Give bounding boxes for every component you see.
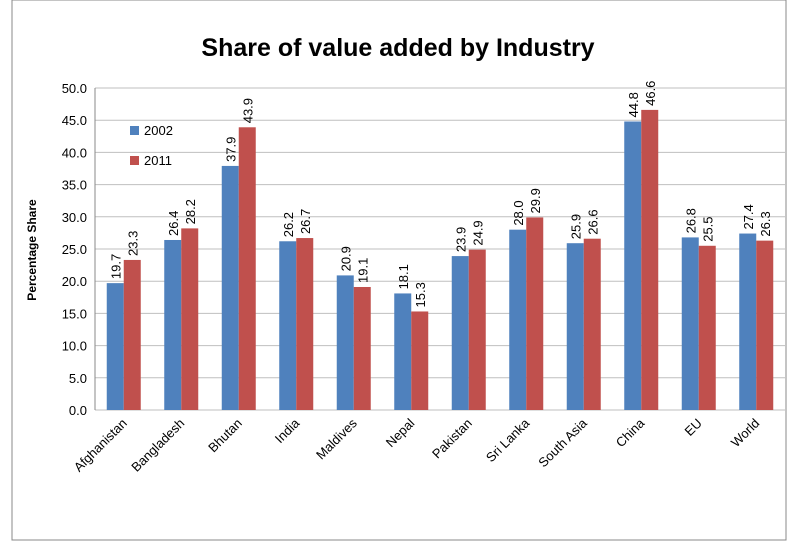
value-label: 25.9 (568, 214, 583, 239)
value-label: 37.9 (223, 137, 238, 162)
y-tick-label: 10.0 (62, 339, 87, 354)
value-label: 23.9 (453, 227, 468, 252)
bar (739, 233, 757, 410)
bar (221, 165, 239, 410)
value-label: 23.3 (125, 231, 140, 256)
bar (566, 243, 584, 410)
value-label: 26.8 (683, 208, 698, 233)
bar (756, 240, 774, 410)
bar (411, 311, 429, 410)
y-tick-label: 30.0 (62, 210, 87, 225)
value-label: 15.3 (413, 282, 428, 307)
y-tick-label: 5.0 (69, 371, 87, 386)
value-label: 44.8 (626, 92, 641, 117)
value-label: 26.3 (758, 211, 773, 236)
bar (353, 286, 371, 410)
bar (296, 238, 314, 410)
value-label: 46.6 (643, 81, 658, 106)
y-tick-label: 40.0 (62, 145, 87, 160)
bar (181, 228, 199, 410)
value-label: 26.2 (281, 212, 296, 237)
legend-swatch (130, 156, 139, 165)
value-label: 18.1 (396, 264, 411, 289)
y-axis-title: Percentage Share (25, 199, 39, 301)
bar (509, 229, 527, 410)
y-tick-label: 35.0 (62, 178, 87, 193)
value-label: 43.9 (240, 98, 255, 123)
bar (164, 239, 182, 410)
bar (468, 249, 486, 410)
value-label: 25.5 (700, 216, 715, 241)
bar (336, 275, 354, 410)
value-label: 29.9 (528, 188, 543, 213)
bar (583, 238, 601, 410)
legend-label: 2002 (144, 123, 173, 138)
bar (698, 245, 716, 410)
bar (279, 241, 297, 410)
bar (123, 259, 141, 410)
bar (624, 121, 642, 410)
value-label: 28.0 (511, 200, 526, 225)
bar (238, 127, 256, 410)
bar (106, 283, 124, 410)
value-label: 20.9 (338, 246, 353, 271)
bar (681, 237, 699, 410)
value-label: 19.7 (108, 254, 123, 279)
bar (641, 109, 659, 410)
y-tick-label: 50.0 (62, 81, 87, 96)
value-label: 27.4 (741, 204, 756, 229)
y-tick-label: 45.0 (62, 113, 87, 128)
value-label: 24.9 (470, 220, 485, 245)
value-label: 26.6 (585, 209, 600, 234)
value-label: 26.7 (298, 209, 313, 234)
bar (394, 293, 412, 410)
legend-swatch (130, 126, 139, 135)
y-tick-label: 20.0 (62, 274, 87, 289)
y-tick-label: 0.0 (69, 403, 87, 418)
y-tick-label: 15.0 (62, 306, 87, 321)
value-label: 19.1 (355, 258, 370, 283)
y-tick-label: 25.0 (62, 242, 87, 257)
bar (526, 217, 544, 410)
bar (451, 256, 469, 410)
chart-title: Share of value added by Industry (201, 34, 594, 62)
value-label: 26.4 (166, 211, 181, 236)
value-label: 28.2 (183, 199, 198, 224)
legend-label: 2011 (144, 153, 172, 168)
